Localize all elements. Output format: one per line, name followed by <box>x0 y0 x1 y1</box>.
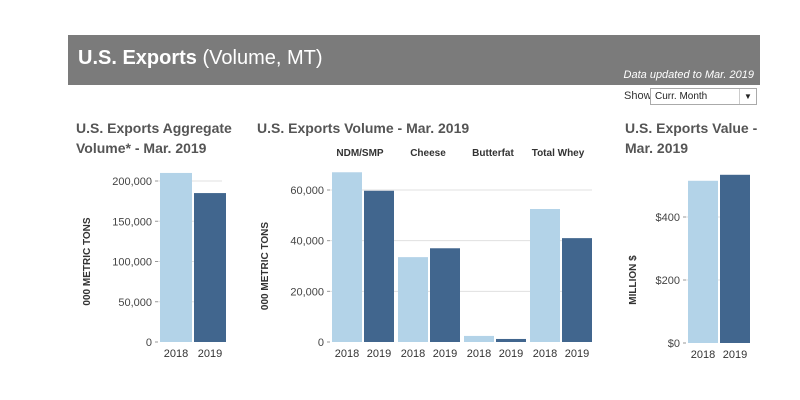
y-tick-label: 60,000 <box>290 185 324 197</box>
header-banner: U.S. Exports (Volume, MT) Data updated t… <box>68 35 760 85</box>
x-tick-label: 2018 <box>335 348 359 360</box>
category-label: Cheese <box>410 148 446 159</box>
data-updated-note: Data updated to Mar. 2019 <box>623 69 754 81</box>
y-tick-label: 150,000 <box>112 216 152 228</box>
category-label: Total Whey <box>531 148 585 159</box>
x-tick-label: 2018 <box>401 348 425 360</box>
chart2-title: U.S. Exports Volume - Mar. 2019 <box>257 120 470 136</box>
period-dropdown[interactable]: Curr. Month ▼ <box>650 88 757 105</box>
y-tick-label: $200 <box>656 275 680 287</box>
y-tick-label: 40,000 <box>290 236 324 248</box>
bar-2018 <box>530 209 560 342</box>
y-tick-label: 200,000 <box>112 176 152 188</box>
chevron-down-icon[interactable]: ▼ <box>739 89 756 104</box>
y-tick-label: 50,000 <box>118 297 152 309</box>
x-tick-label: 2018 <box>467 348 491 360</box>
bar-2018 <box>688 180 718 343</box>
x-tick-label: 2019 <box>198 348 222 360</box>
y-axis-label: 000 METRIC TONS <box>82 217 93 305</box>
bar-2019 <box>720 174 750 343</box>
period-dropdown-value: Curr. Month <box>655 91 708 102</box>
x-tick-label: 2019 <box>499 348 523 360</box>
y-tick-label: 20,000 <box>290 286 324 298</box>
x-tick-label: 2019 <box>433 348 457 360</box>
y-tick-label: 100,000 <box>112 257 152 269</box>
x-tick-label: 2019 <box>367 348 391 360</box>
y-tick-label: $0 <box>668 338 680 350</box>
chart3-title: U.S. Exports Value - Mar. 2019 <box>625 120 758 156</box>
category-label: Butterfat <box>472 148 514 159</box>
y-axis-label: MILLION $ <box>628 255 639 305</box>
category-label: NDM/SMP <box>336 148 384 159</box>
x-tick-label: 2018 <box>533 348 557 360</box>
page-title: U.S. Exports (Volume, MT) <box>78 47 323 69</box>
y-tick-label: 0 <box>146 337 152 349</box>
show-label: Show <box>624 90 652 102</box>
bar-2019 <box>496 338 526 342</box>
chart1-title: U.S. Exports Aggregate Volume* - Mar. 20… <box>76 120 232 156</box>
bar-2019 <box>194 193 226 342</box>
x-tick-label: 2019 <box>723 349 747 361</box>
bar-2019 <box>430 248 460 342</box>
x-tick-label: 2019 <box>565 348 589 360</box>
bar-2018 <box>160 172 192 342</box>
bar-2018 <box>398 257 428 342</box>
bar-2018 <box>332 172 362 342</box>
x-tick-label: 2018 <box>691 349 715 361</box>
bar-2019 <box>364 190 394 342</box>
bar-2018 <box>464 335 494 342</box>
x-tick-label: 2018 <box>164 348 188 360</box>
bar-2019 <box>562 238 592 342</box>
y-tick-label: $400 <box>656 212 680 224</box>
y-tick-label: 0 <box>318 337 324 349</box>
y-axis-label: 000 METRIC TONS <box>260 222 271 310</box>
